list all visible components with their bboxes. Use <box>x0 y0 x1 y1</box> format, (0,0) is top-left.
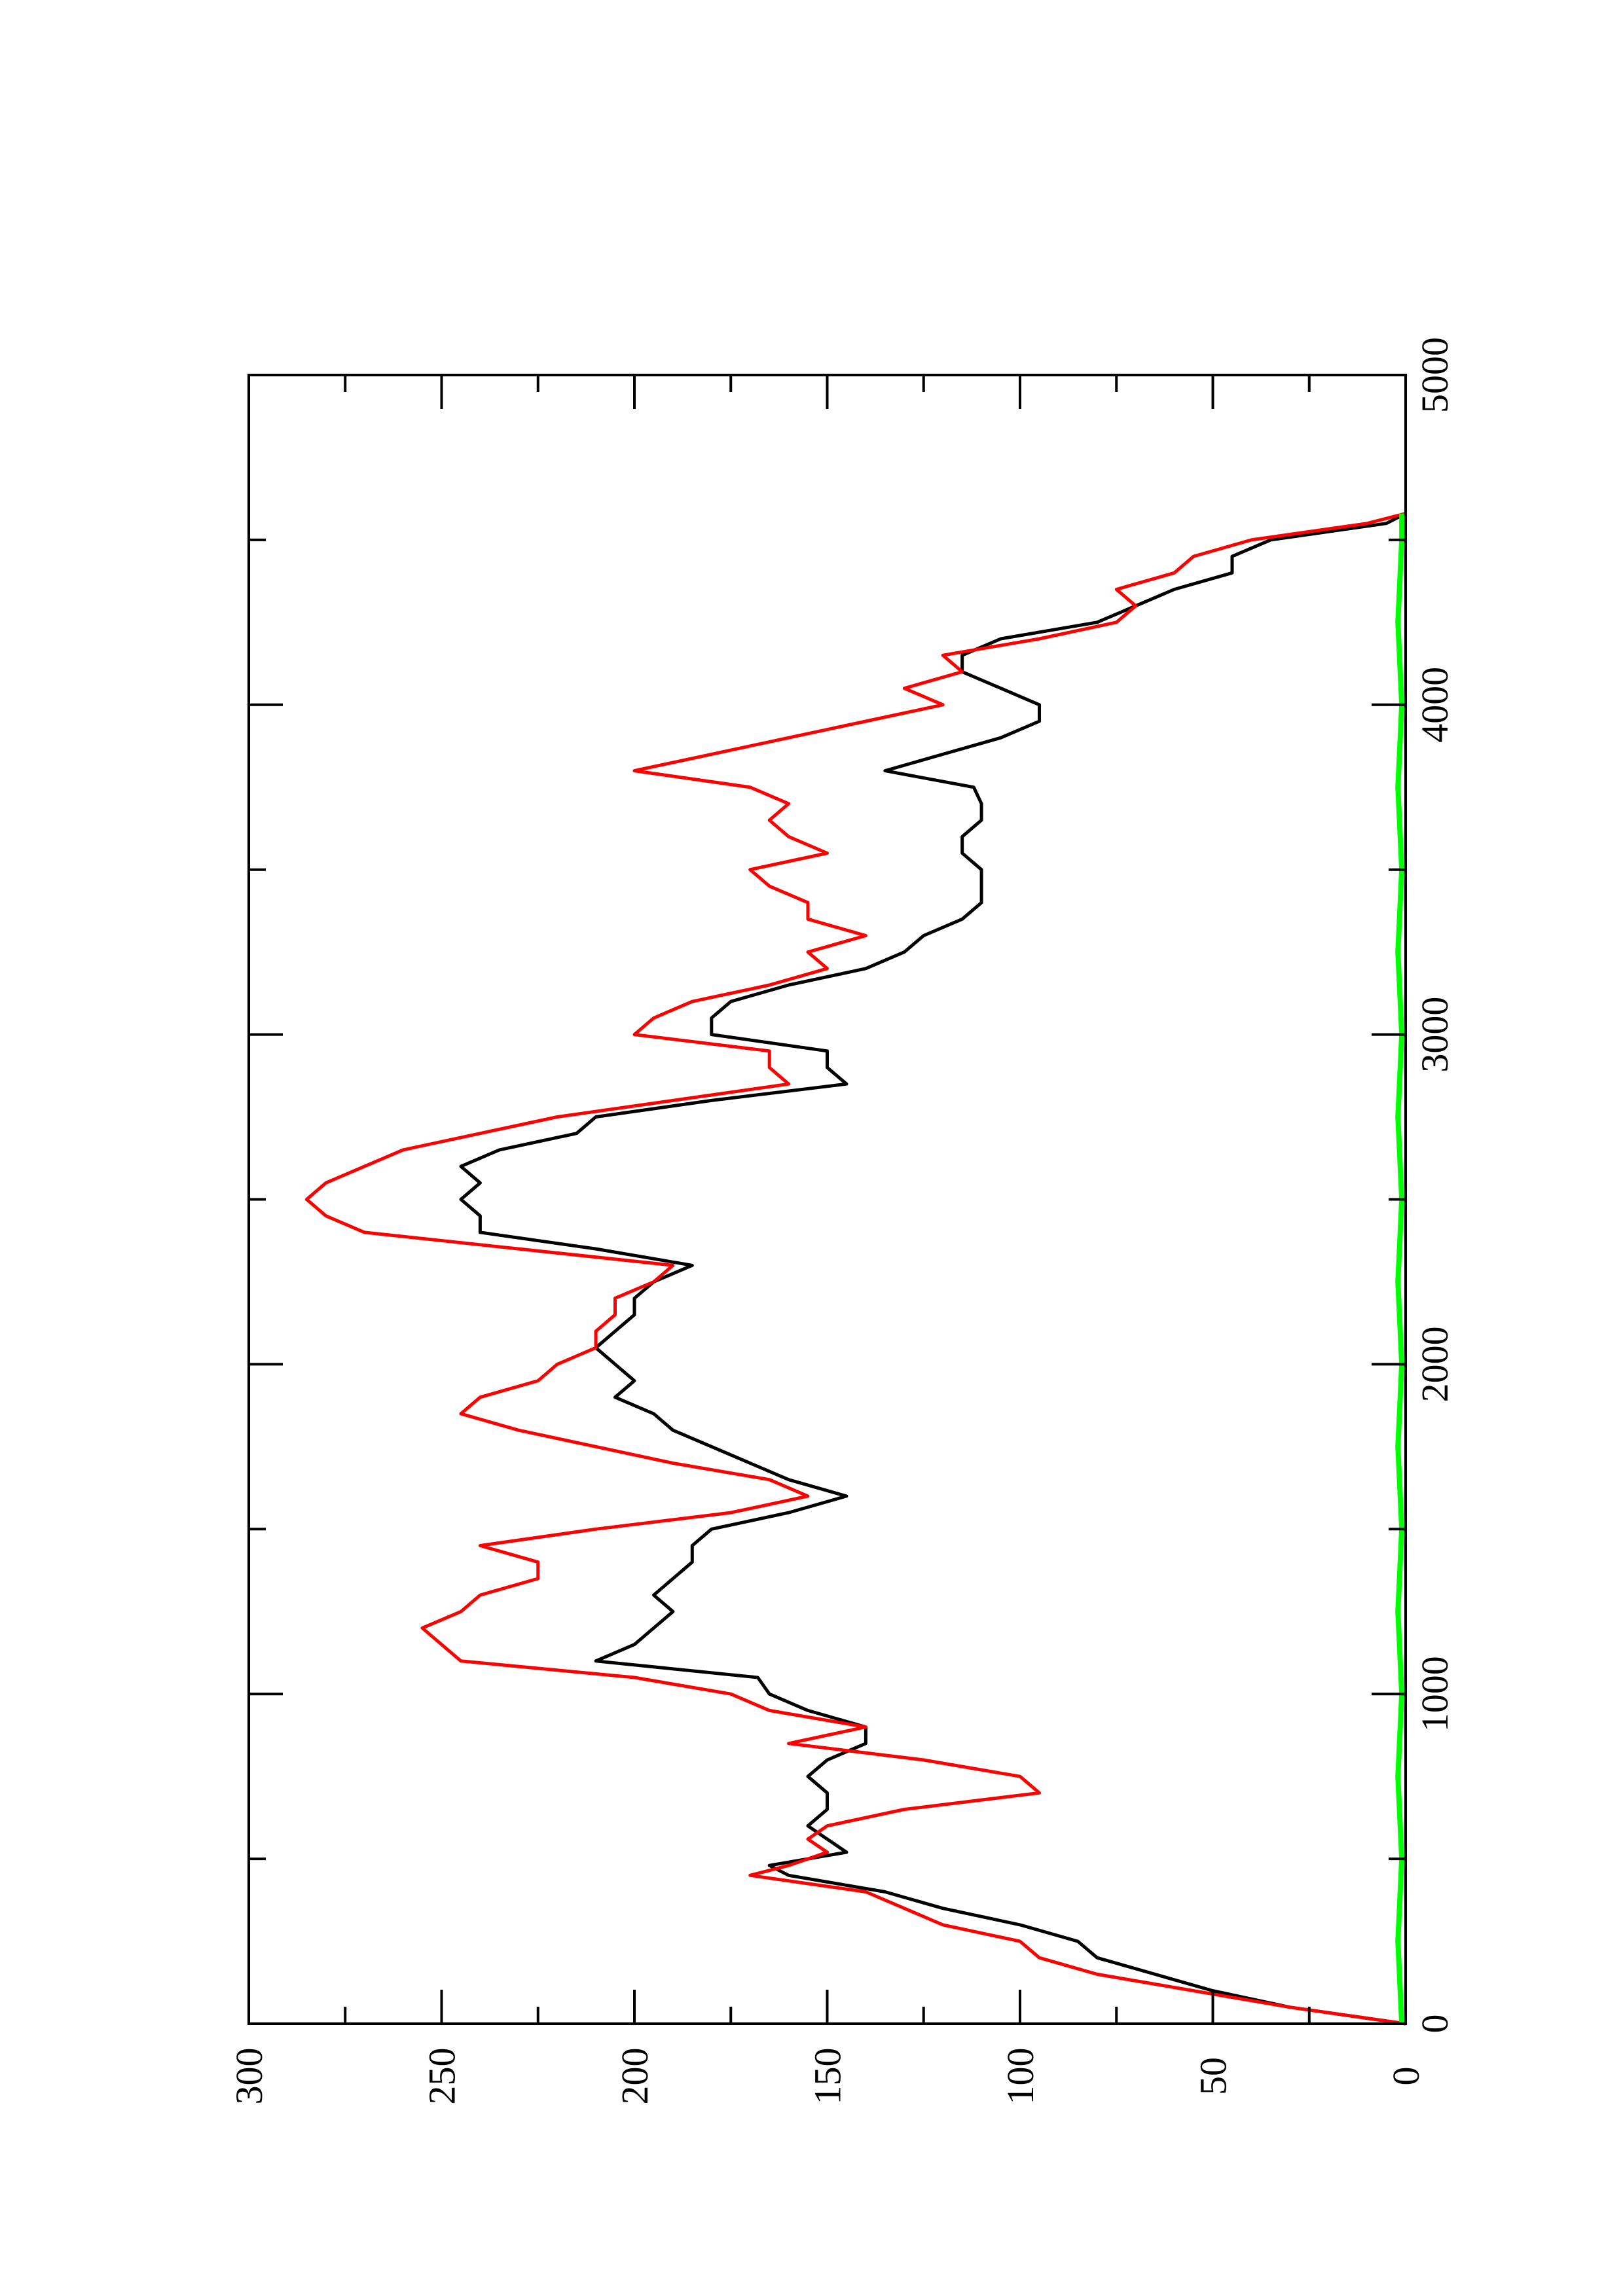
y-tick-label: 150 <box>807 2048 849 2105</box>
x-tick-label: 5000 <box>1413 337 1456 413</box>
x-tick-label: 2000 <box>1413 1326 1456 1402</box>
y-tick-label: 250 <box>421 2048 464 2105</box>
x-tick-label: 4000 <box>1413 667 1456 743</box>
x-tick-label: 1000 <box>1413 1656 1456 1732</box>
y-tick-label: 100 <box>999 2048 1042 2105</box>
y-tick-label: 200 <box>613 2048 656 2105</box>
tick-layer <box>247 374 1407 2025</box>
series-layer <box>304 512 1407 2026</box>
y-tick-label: 0 <box>1385 2067 1427 2086</box>
series-3-line <box>1395 513 1405 2024</box>
y-tick-label: 300 <box>228 2048 270 2105</box>
x-tick-label: 0 <box>1413 2015 1456 2034</box>
series-1-line <box>459 512 1407 2026</box>
y-tick-label: 50 <box>1192 2057 1235 2095</box>
tick-label-layer: 0 1000 2000 3000 4000 5000 0 50 100 150 200 250 300 <box>228 337 1456 2105</box>
series-2-line <box>304 512 1406 2026</box>
x-tick-label: 3000 <box>1413 997 1456 1073</box>
